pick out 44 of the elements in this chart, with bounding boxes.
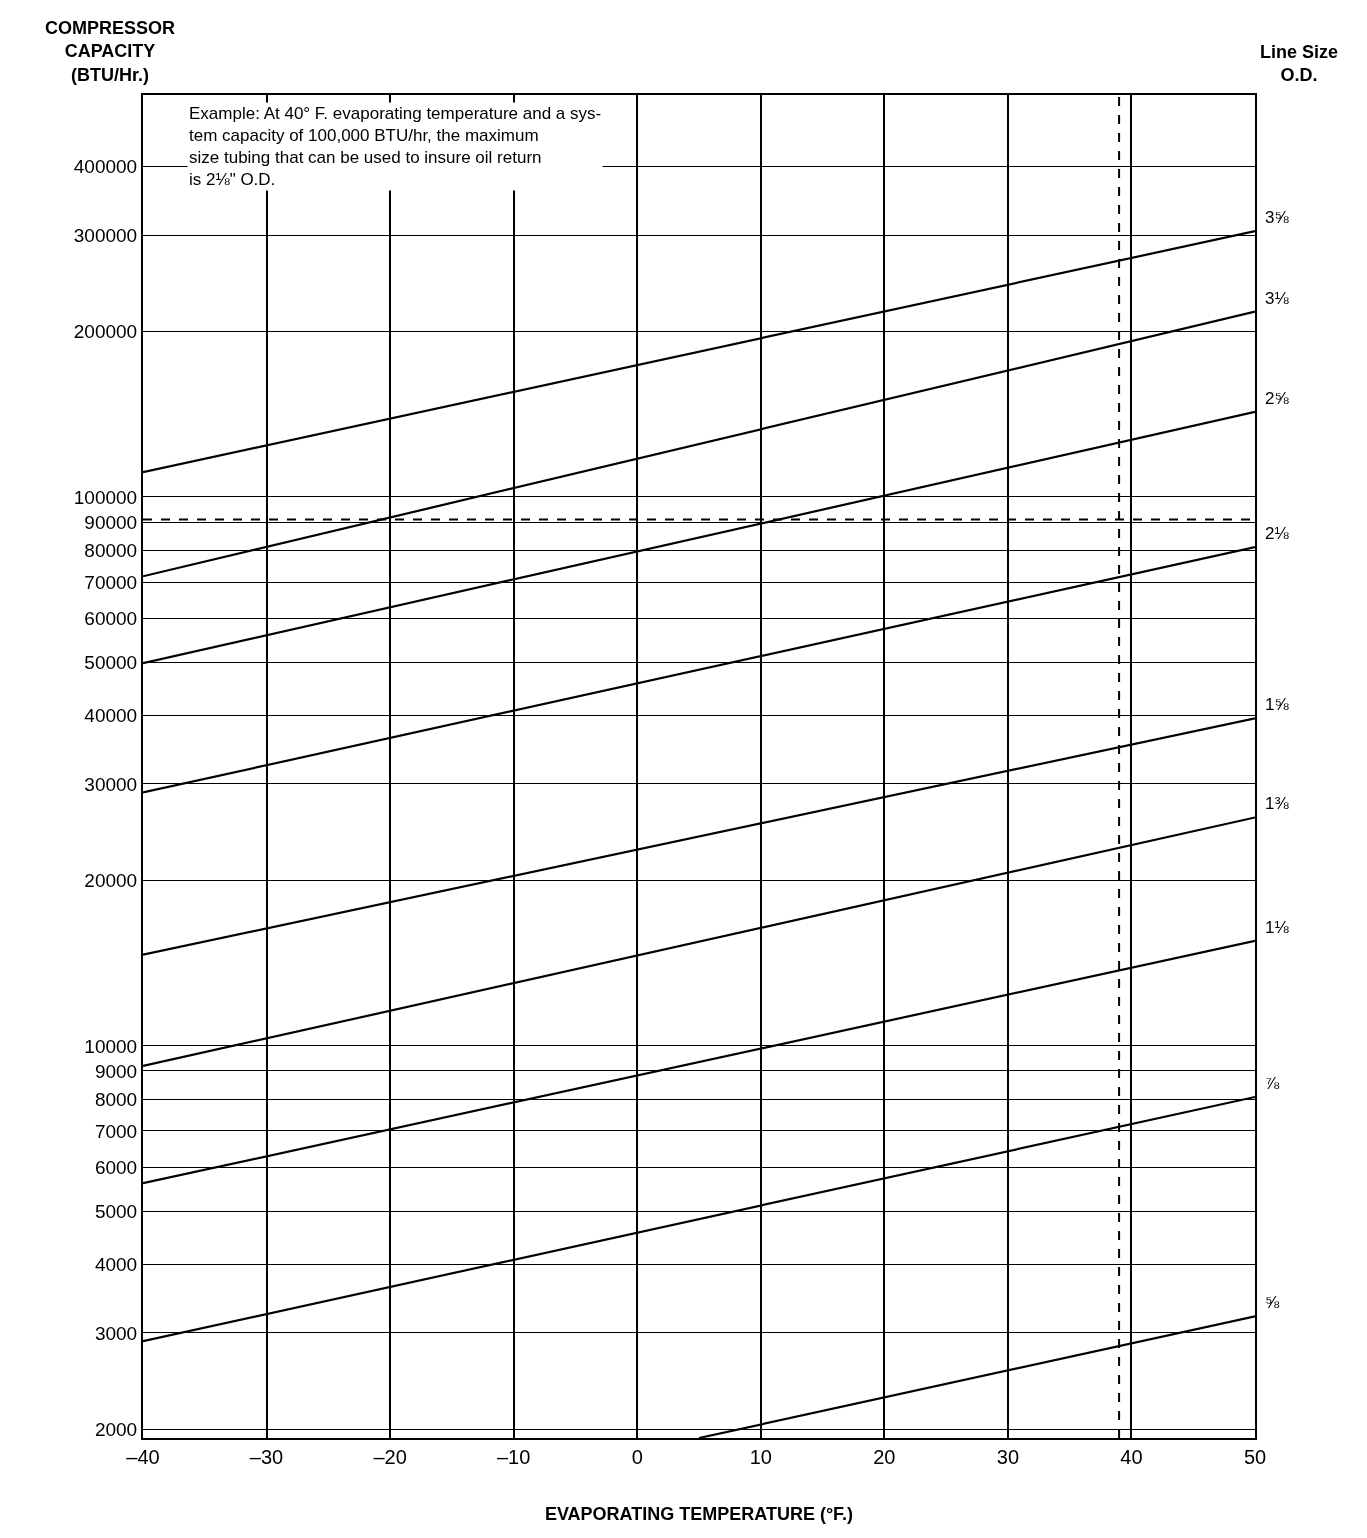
y-tick-label: 20000 — [84, 870, 138, 892]
y-tick-label: 30000 — [84, 773, 138, 795]
series-label: 1⅝ — [1265, 695, 1290, 714]
annotation: Example: At 40° F. evaporating temperature and a sys- tem capacity of 100,000 BTU/hr, the maximum size tubing that can be used to insure oil return is 2⅛" O.D. — [189, 104, 602, 190]
series-label: 1⅜ — [1265, 794, 1290, 813]
y-tick-label: 8000 — [94, 1088, 138, 1110]
y-tick-label: 200000 — [73, 321, 138, 343]
x-tick-label: 40 — [1120, 1446, 1143, 1468]
y-tick-label: 2000 — [94, 1419, 138, 1441]
y-tick-label: 6000 — [94, 1157, 138, 1179]
y-tick-label: 100000 — [73, 486, 138, 508]
y-axis-title: COMPRESSOR CAPACITY (BTU/Hr.) — [45, 18, 176, 85]
y-tick-label: 5000 — [94, 1200, 138, 1222]
x-tick-label: 50 — [1243, 1446, 1267, 1468]
y-tick-label: 3000 — [94, 1322, 138, 1344]
series-label: ⅝ — [1265, 1293, 1280, 1312]
series-label: 3⅛ — [1265, 289, 1290, 308]
y-tick-label: 90000 — [84, 511, 138, 533]
series-label: 3⅝ — [1265, 208, 1290, 227]
x-tick-label: 30 — [996, 1446, 1020, 1468]
series-label: 2⅛ — [1265, 524, 1290, 543]
y-tick-label: 400000 — [73, 156, 138, 178]
y-tick-label: 7000 — [94, 1120, 138, 1142]
x-tick-label: –20 — [373, 1446, 407, 1468]
y-tick-label: 50000 — [84, 651, 138, 673]
y-tick-label: 70000 — [84, 571, 138, 593]
series-label: ⅞ — [1265, 1074, 1280, 1093]
legend-title: Line Size O.D. — [1260, 42, 1339, 86]
series-label: 1⅛ — [1265, 918, 1290, 937]
x-axis-title: EVAPORATING TEMPERATURE (°F.) — [544, 1503, 854, 1524]
x-tick-label: –30 — [249, 1446, 284, 1468]
y-tick-label: 60000 — [84, 608, 138, 630]
x-tick-label: –10 — [496, 1446, 531, 1468]
x-tick-label: 0 — [631, 1446, 643, 1468]
y-tick-label: 9000 — [94, 1060, 138, 1082]
x-tick-label: –40 — [126, 1446, 160, 1468]
y-tick-label: 300000 — [73, 224, 138, 246]
y-tick-label: 10000 — [84, 1035, 138, 1057]
x-tick-label: 10 — [749, 1446, 772, 1468]
y-tick-label: 4000 — [94, 1253, 138, 1275]
y-tick-label: 40000 — [84, 705, 138, 727]
x-tick-label: 20 — [873, 1446, 896, 1468]
series-label: 2⅝ — [1265, 389, 1290, 408]
y-tick-label: 80000 — [84, 539, 138, 561]
